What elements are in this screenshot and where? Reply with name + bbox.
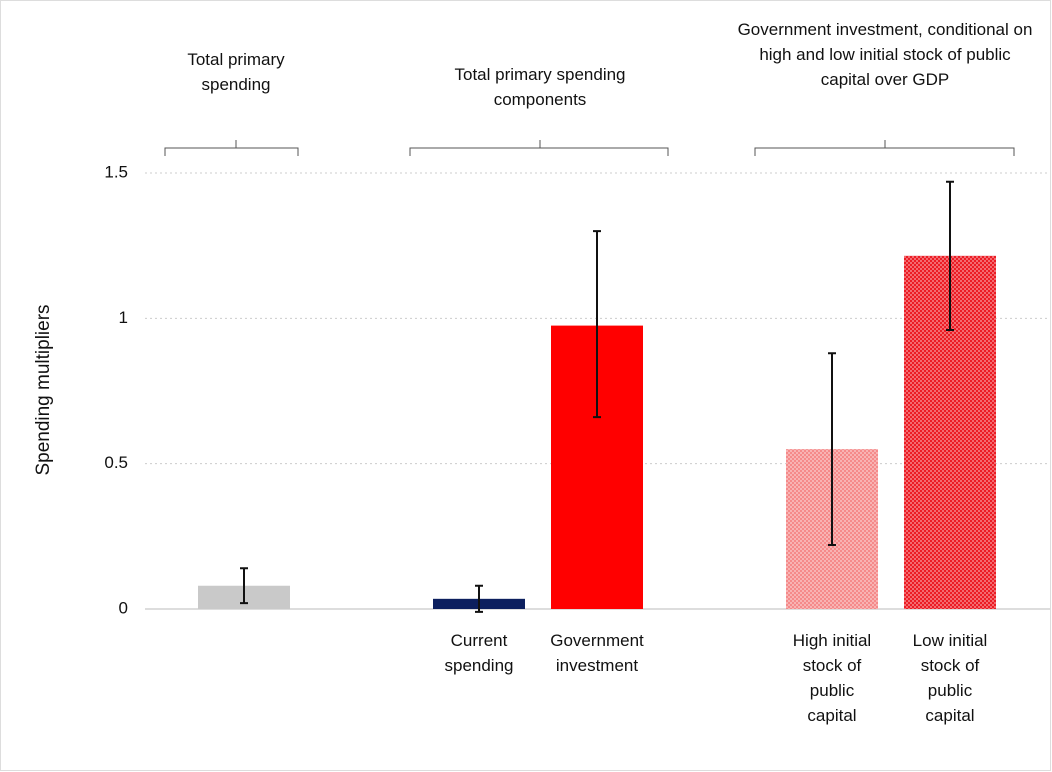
group-bracket bbox=[164, 140, 299, 156]
group-label: Total primary spending components bbox=[454, 65, 626, 109]
x-tick-label: Current spending bbox=[444, 631, 514, 675]
error-bar bbox=[828, 352, 836, 547]
group-label: Government investment, conditional on hi… bbox=[737, 20, 1033, 89]
error-bar bbox=[946, 180, 954, 331]
y-tick-label: 0.5 bbox=[104, 453, 128, 472]
x-tick-label: High initial stock of public capital bbox=[792, 631, 872, 725]
y-tick-label: 0 bbox=[119, 598, 128, 617]
error-bar bbox=[240, 567, 248, 605]
error-bar bbox=[475, 584, 483, 613]
group-bracket bbox=[409, 140, 669, 156]
y-tick-label: 1 bbox=[119, 308, 128, 327]
group-bracket bbox=[754, 140, 1015, 156]
x-tick-label: Government investment bbox=[550, 631, 644, 675]
y-tick-label: 1.5 bbox=[104, 162, 128, 181]
x-tick-label: Low initial stock of public capital bbox=[912, 631, 988, 725]
error-bar bbox=[593, 230, 601, 419]
y-axis-label: Spending multipliers bbox=[33, 304, 54, 475]
group-label: Total primary spending bbox=[187, 50, 285, 94]
